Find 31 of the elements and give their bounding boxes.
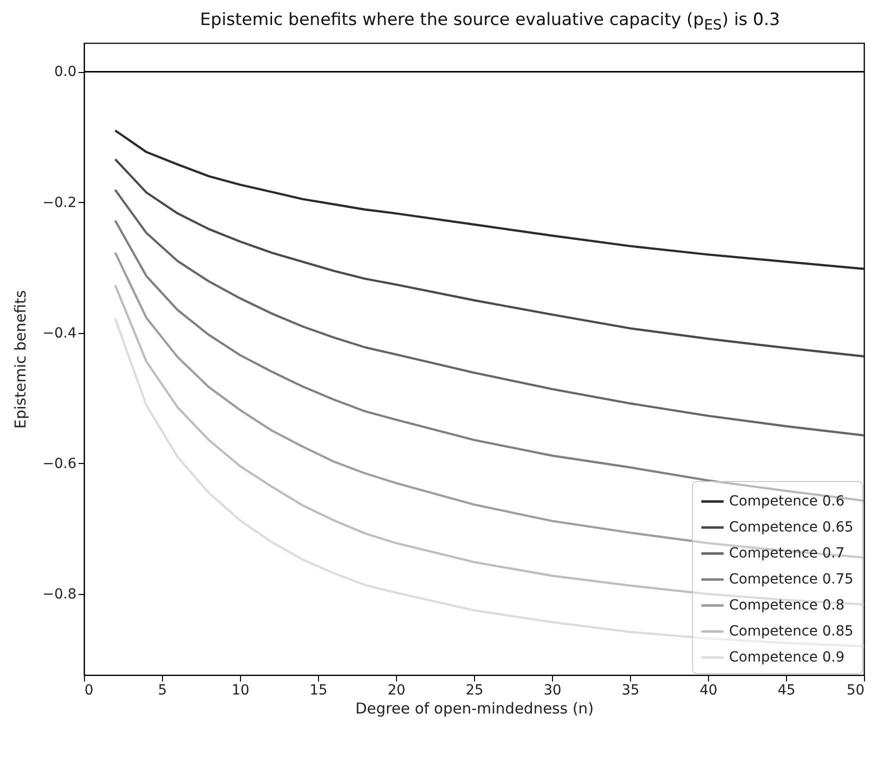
chart-title: Epistemic benefits where the source evaluative capacity (p$_{ES}$) is 0.3 <box>199 9 781 34</box>
legend-label: Competence 0.7 <box>729 546 844 562</box>
legend-label: Competence 0.65 <box>729 520 854 536</box>
x-tick-label: 0 <box>84 682 94 699</box>
legend-label: Competence 0.75 <box>729 572 854 588</box>
legend-label: Competence 0.9 <box>729 650 844 666</box>
x-axis-title: Degree of open-mindedness (n) <box>355 700 594 718</box>
y-tick-label: −0.2 <box>42 195 76 212</box>
line-series <box>114 189 866 437</box>
x-tick-label: 20 <box>388 682 406 699</box>
legend-label: Competence 0.6 <box>729 494 845 510</box>
line-series <box>114 252 866 559</box>
line-series <box>114 158 866 358</box>
y-tick-label: −0.6 <box>42 456 77 472</box>
x-tick-label: 35 <box>622 682 640 699</box>
x-tick-label: 10 <box>232 682 250 699</box>
y-axis-title: Epistemic benefits <box>12 290 30 430</box>
x-tick-label: 15 <box>310 682 328 699</box>
y-tick-label: 0.0 <box>54 64 76 81</box>
x-tick-label: 45 <box>778 682 796 699</box>
x-tick-label: 25 <box>466 682 484 699</box>
line-series <box>114 130 866 270</box>
x-tick-label: 40 <box>700 682 718 699</box>
legend-label: Competence 0.8 <box>729 598 844 614</box>
x-tick-label: 50 <box>846 682 864 699</box>
legend-label: Competence 0.85 <box>729 624 854 640</box>
x-tick-label: 5 <box>158 682 167 699</box>
y-tick-label: −0.4 <box>42 326 77 342</box>
line-series <box>114 318 866 648</box>
y-tick-label: −0.8 <box>42 586 76 603</box>
x-tick-label: 30 <box>544 682 562 699</box>
